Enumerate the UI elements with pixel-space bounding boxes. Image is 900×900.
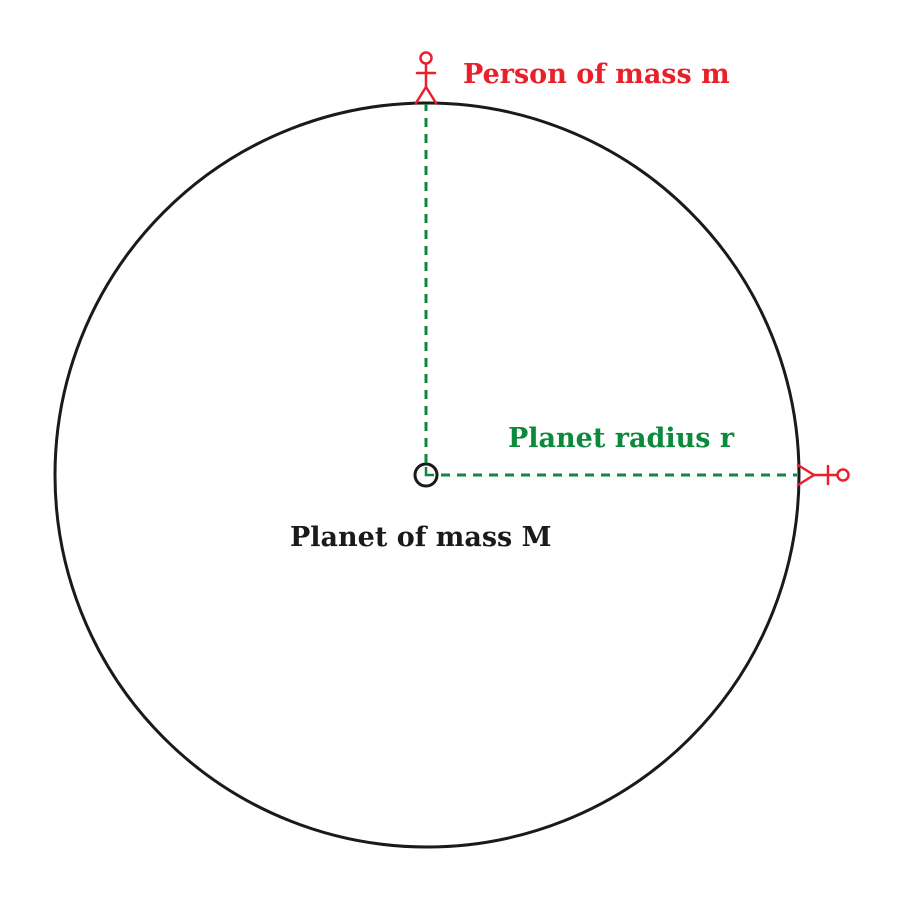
person-label: Person of mass m — [463, 59, 730, 90]
planet-label: Planet of mass M — [290, 522, 552, 553]
right-angle-marker — [424, 467, 434, 477]
person-top-icon — [414, 51, 438, 105]
planet-outline — [53, 101, 801, 849]
radius-label: Planet radius r — [508, 423, 735, 454]
person-side-icon — [796, 463, 850, 487]
planet-center-marker — [413, 462, 439, 488]
